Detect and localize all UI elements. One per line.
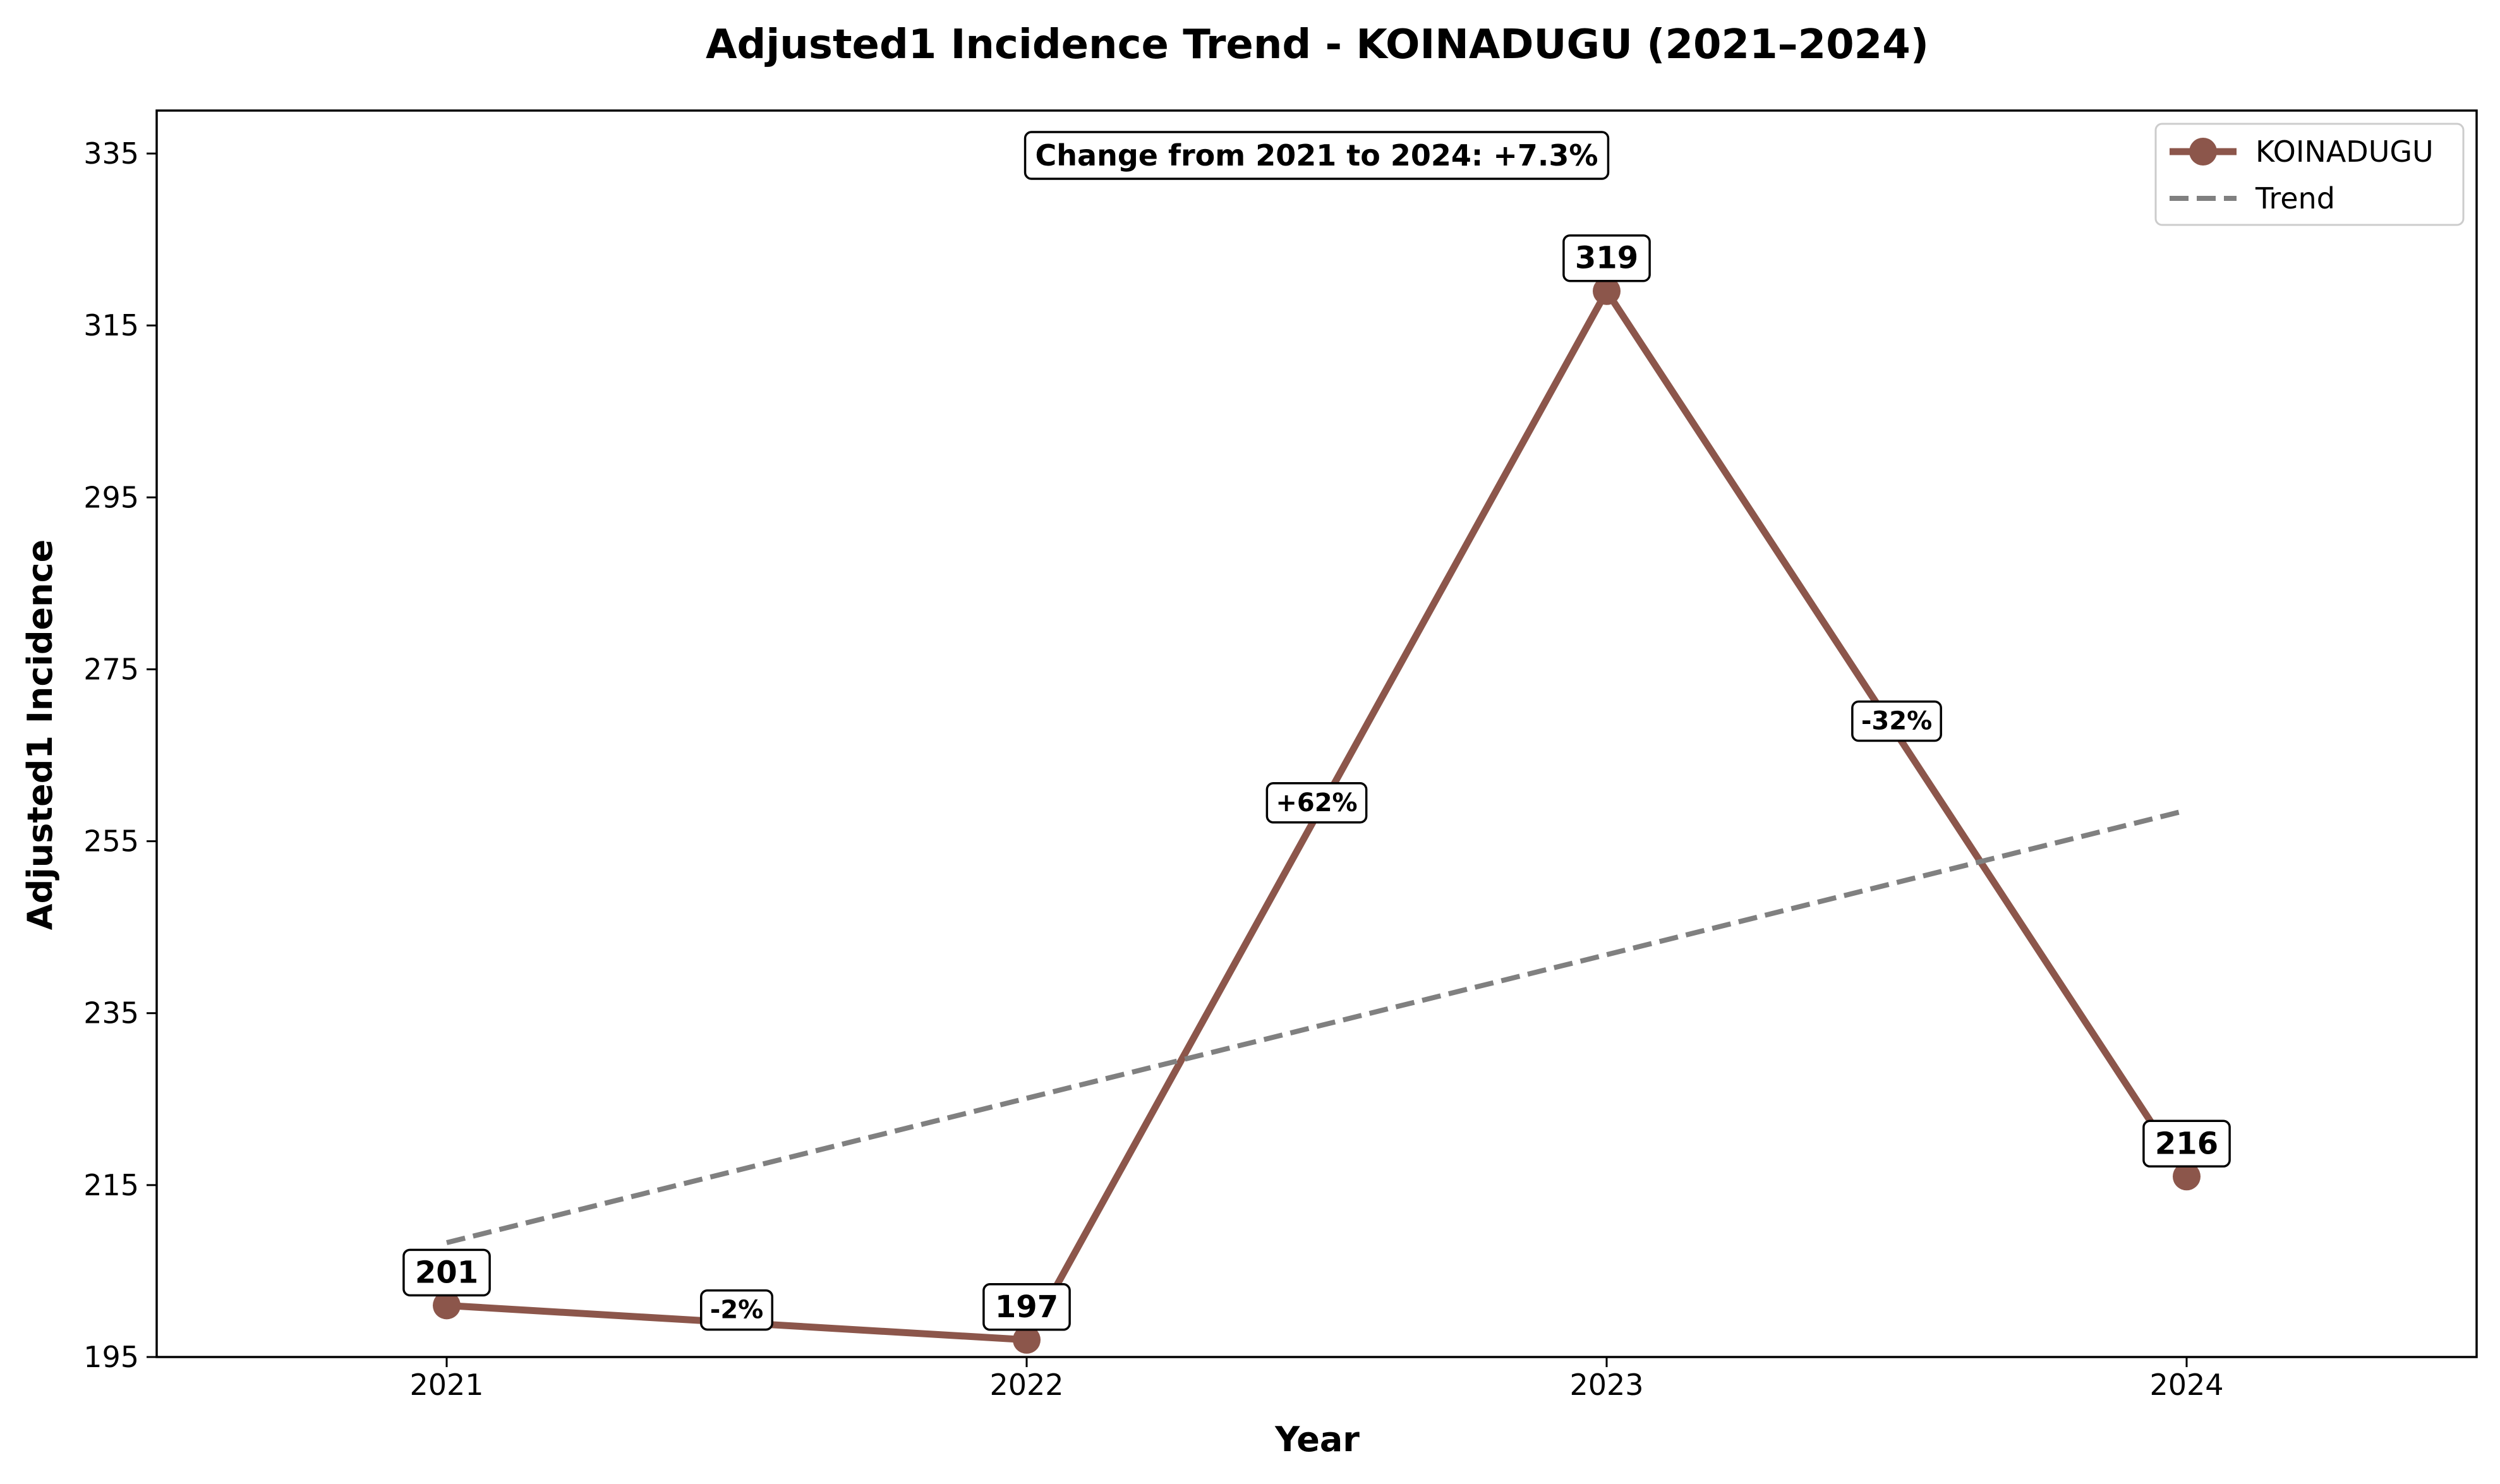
legend-label-trend: Trend [2255,181,2335,215]
data-label-box [402,1248,491,1297]
data-point [433,1291,461,1320]
y-tick-label: 215 [83,1168,139,1202]
overall-change-annotation-text: Change from 2021 to 2024: +7.3% [1036,138,1598,172]
data-point [1013,1325,1041,1354]
legend-label-koinadugu: KOINADUGU [2255,135,2434,169]
change-label-box [699,1289,774,1331]
y-axis-label: Adjusted1 Incidence [20,540,60,930]
y-tick-label: 195 [83,1340,139,1374]
data-label-box [1562,234,1651,282]
x-tick-label: 2022 [989,1368,1063,1402]
data-label-text: 319 [1575,241,1638,276]
chart-title: Adjusted1 Incidence Trend - KOINADUGU (2… [706,21,1929,68]
change-label-text: -32% [1861,707,1932,736]
y-tick-label: 275 [83,652,139,686]
plot-frame [155,109,2478,1358]
overall-change-annotation-box [1024,131,1610,180]
y-tick-label: 335 [83,136,139,171]
data-point [1593,277,1621,305]
change-label-box [1851,700,1942,742]
data-label-text: 201 [415,1255,478,1290]
x-tick-label: 2023 [1569,1368,1643,1402]
change-label-text: -2% [710,1296,764,1325]
x-tick-label: 2021 [409,1368,483,1402]
y-tick-label: 295 [83,480,139,514]
legend-marker-koinadugu [2189,138,2217,166]
y-tick-label: 255 [83,824,139,859]
x-tick-label: 2024 [2149,1368,2223,1402]
y-tick-label: 315 [83,308,139,342]
x-axis-label: Year [1274,1420,1360,1459]
data-label-text: 197 [995,1289,1058,1325]
data-label-box [2142,1119,2231,1168]
change-label-box [1265,782,1368,824]
y-tick-label: 235 [83,996,139,1030]
data-point [2173,1162,2201,1191]
change-label-text: +62% [1276,788,1357,817]
data-label-box [982,1283,1071,1331]
data-label-text: 216 [2155,1126,2218,1161]
plot-area: 195 215 235 255 275 295 315 335 2021 2022 2023 2024… [83,109,2478,1402]
trend-line [446,807,2187,1245]
